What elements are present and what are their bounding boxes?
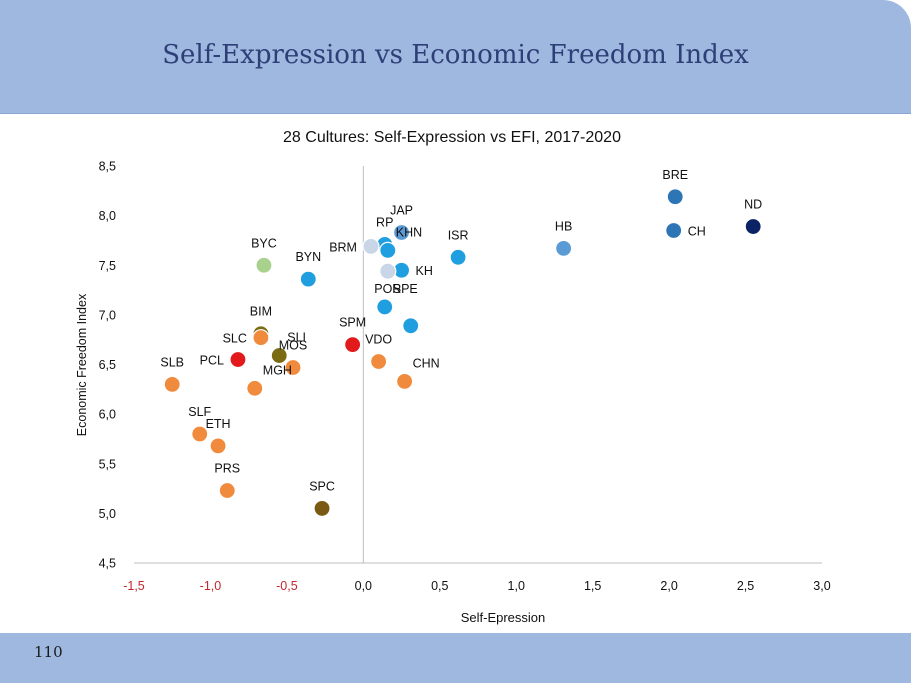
y-tick-label: 7,0	[99, 308, 116, 322]
x-tick-label: -1,5	[123, 579, 145, 593]
data-point	[229, 350, 247, 369]
y-tick-label: 5,5	[99, 457, 116, 471]
x-tick-label: 2,0	[660, 579, 677, 593]
data-label: BRE	[662, 168, 688, 182]
data-point	[246, 379, 264, 397]
x-tick-label: 1,5	[584, 579, 601, 593]
data-label: BIM	[250, 305, 272, 319]
data-point	[379, 241, 397, 259]
page-number: 110	[34, 643, 63, 661]
data-point	[344, 336, 362, 354]
data-point	[555, 239, 573, 257]
y-tick-label: 6,0	[99, 408, 116, 422]
data-point	[163, 375, 181, 393]
data-label: KHN	[396, 225, 422, 239]
chart-title: 28 Cultures: Self-Expression vs EFI, 201…	[283, 129, 621, 146]
data-label: MOS	[279, 338, 307, 352]
data-label: PCL	[200, 354, 224, 368]
x-tick-label: 0,0	[355, 579, 372, 593]
data-point	[379, 262, 397, 280]
data-label: SPM	[339, 316, 366, 330]
x-tick-label: 1,0	[508, 579, 525, 593]
data-point	[299, 270, 317, 288]
slide-header: Self-Expression vs Economic Freedom Inde…	[0, 0, 911, 114]
data-point	[362, 237, 380, 255]
data-label: PRS	[214, 462, 240, 476]
data-label: JAP	[390, 203, 413, 217]
y-tick-label: 4,5	[99, 557, 116, 571]
data-label: ND	[744, 198, 762, 212]
data-point	[191, 425, 209, 443]
data-label: SLF	[188, 405, 211, 419]
y-tick-label: 5,0	[99, 507, 116, 521]
data-point	[313, 499, 331, 518]
data-point	[402, 317, 420, 335]
data-point	[665, 221, 683, 240]
data-label: BYC	[251, 236, 277, 250]
data-label: POR	[374, 282, 401, 296]
slide-footer: 110	[0, 633, 911, 683]
data-point	[218, 481, 236, 500]
data-point	[396, 372, 414, 390]
data-point	[255, 256, 273, 274]
data-point	[209, 437, 227, 455]
x-tick-label: 0,5	[431, 579, 448, 593]
data-label: ETH	[206, 417, 231, 431]
x-axis-title: Self-Epression	[461, 610, 546, 625]
slide-title: Self-Expression vs Economic Freedom Inde…	[162, 40, 749, 70]
data-label: CH	[688, 225, 706, 239]
y-tick-label: 8,5	[99, 160, 116, 174]
data-point	[666, 188, 684, 206]
data-point	[449, 248, 467, 266]
data-point	[376, 298, 394, 316]
y-tick-label: 6,5	[99, 358, 116, 372]
data-point	[744, 217, 762, 236]
data-label: CHN	[413, 356, 440, 370]
data-label: HB	[555, 219, 572, 233]
data-label: SLB	[160, 355, 184, 369]
data-point	[252, 329, 270, 347]
data-label: BYN	[295, 250, 321, 264]
data-label: SPC	[309, 479, 335, 493]
data-label: MGH	[263, 363, 292, 377]
x-tick-label: 3,0	[813, 579, 830, 593]
data-label: KH	[416, 264, 433, 278]
data-point	[370, 352, 388, 371]
x-tick-label: -1,0	[200, 579, 222, 593]
data-label: RP	[376, 215, 393, 229]
data-point	[270, 346, 288, 365]
y-axis-title: Economic Freedom Index	[75, 293, 89, 436]
data-point	[392, 223, 411, 242]
data-label: SLC	[223, 332, 247, 346]
data-label: VDO	[365, 333, 392, 347]
axes: 4,5 5,0 5,5 6,0 6,5 7,0 7,5 8,0 8,5 -1,5 -1,0 -0,5 0…	[99, 160, 831, 594]
data-point	[284, 358, 302, 377]
data-label: BRM	[329, 240, 357, 254]
data-label: SPE	[393, 282, 418, 296]
x-tick-label: 2,5	[737, 579, 754, 593]
data-label: SLI	[287, 331, 306, 345]
y-tick-label: 8,0	[99, 209, 116, 223]
y-tick-label: 7,5	[99, 259, 116, 273]
x-tick-label: -0,5	[276, 579, 298, 593]
data-label: ISR	[448, 228, 469, 242]
